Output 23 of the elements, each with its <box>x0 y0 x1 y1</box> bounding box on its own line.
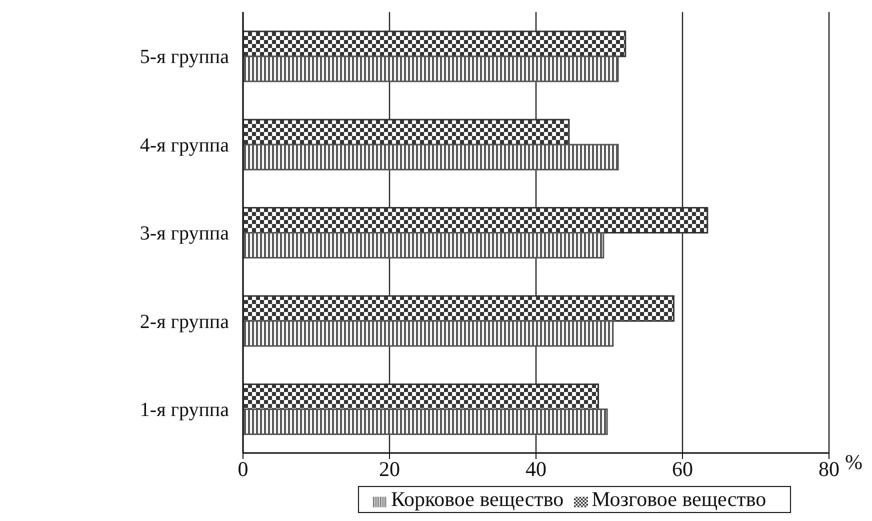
y-tick-label: 4-я группа <box>140 134 230 156</box>
x-tick-label: 0 <box>238 456 248 481</box>
x-tick-label: 20 <box>379 456 400 481</box>
x-tick-label: 80 <box>818 456 840 481</box>
bar <box>243 118 570 146</box>
y-tick-label: 3-я группа <box>140 222 230 245</box>
bar <box>243 56 619 82</box>
bar <box>243 320 614 347</box>
legend-label: Корковое вещество <box>391 487 564 511</box>
bar <box>243 30 626 58</box>
y-tick-label: 1-я группа <box>140 399 230 421</box>
bar <box>243 144 619 170</box>
bar <box>243 408 608 435</box>
x-axis-title: % <box>845 450 862 474</box>
bar <box>243 207 708 234</box>
bar <box>243 383 600 410</box>
legend-label: Мозговое вещество <box>592 487 766 511</box>
bar <box>243 232 604 259</box>
x-tick-label: 60 <box>672 456 693 481</box>
y-tick-label: 5-я группа <box>140 46 230 68</box>
x-tick-label: 40 <box>526 456 546 481</box>
bar <box>243 295 674 322</box>
y-tick-label: 2-я группа <box>140 310 230 333</box>
